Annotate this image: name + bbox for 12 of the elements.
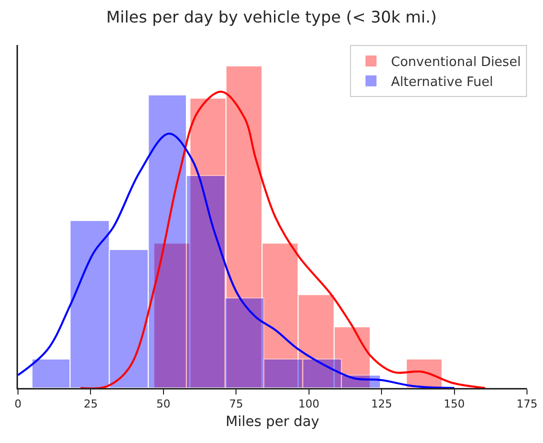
legend-label: Conventional Diesel [391, 55, 521, 70]
x-tick-label: 175 [516, 398, 538, 411]
x-tick-label: 25 [84, 398, 98, 411]
x-tick-label: 50 [156, 398, 170, 411]
x-axis-title: Miles per day [226, 414, 320, 430]
x-tick-label: 100 [298, 398, 320, 411]
x-tick-label: 125 [371, 398, 392, 411]
x-tick-label: 75 [229, 398, 244, 411]
x-tick-label: 150 [444, 398, 465, 411]
x-tick-label: 0 [14, 398, 22, 411]
chart-title: Miles per day by vehicle type (< 30k mi.) [106, 7, 437, 26]
legend-label: Alternative Fuel [391, 74, 494, 90]
